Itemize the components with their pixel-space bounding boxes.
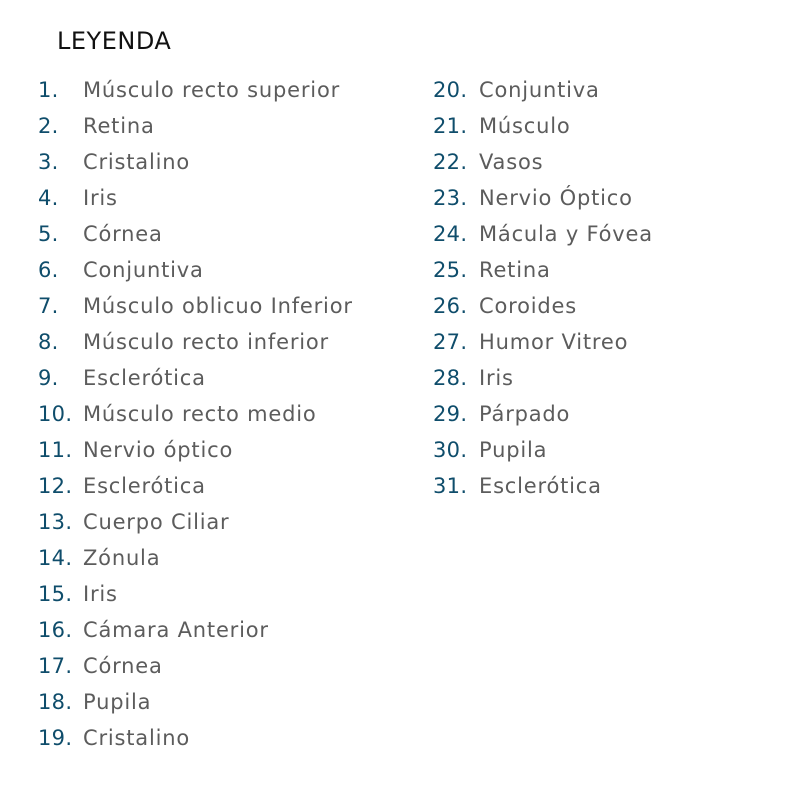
- legend-item-label: Conjuntiva: [83, 258, 204, 282]
- legend-item: 28. Iris: [433, 360, 773, 396]
- legend-item-label: Músculo recto superior: [83, 78, 341, 102]
- legend-item-number: 5.: [38, 222, 59, 246]
- legend-item-number: 22.: [433, 150, 468, 174]
- legend-item: 11. Nervio óptico: [38, 432, 408, 468]
- legend-item-number: 19.: [38, 726, 73, 750]
- legend-item-number: 7.: [38, 294, 59, 318]
- legend-item-label: Cristalino: [83, 150, 191, 174]
- legend-item: 15. Iris: [38, 576, 408, 612]
- legend-item-label: Iris: [83, 186, 118, 210]
- legend-item-label: Iris: [479, 366, 514, 390]
- legend-item-label: Pupila: [83, 690, 152, 714]
- legend-item-number: 8.: [38, 330, 59, 354]
- legend-item-number: 24.: [433, 222, 468, 246]
- legend-item-label: Músculo oblicuo Inferior: [83, 294, 353, 318]
- legend-item-label: Esclerótica: [83, 366, 206, 390]
- legend-item: 3. Cristalino: [38, 144, 408, 180]
- legend-item-label: Retina: [479, 258, 551, 282]
- legend-item-number: 23.: [433, 186, 468, 210]
- legend-item-number: 18.: [38, 690, 73, 714]
- legend-item: 20. Conjuntiva: [433, 72, 773, 108]
- legend-item-label: Esclerótica: [479, 474, 602, 498]
- legend-item-number: 31.: [433, 474, 468, 498]
- legend-item-number: 1.: [38, 78, 59, 102]
- legend-item: 24. Mácula y Fóvea: [433, 216, 773, 252]
- legend-item-label: Conjuntiva: [479, 78, 600, 102]
- legend-item: 16. Cámara Anterior: [38, 612, 408, 648]
- legend-item: 12. Esclerótica: [38, 468, 408, 504]
- legend-item-label: Cámara Anterior: [83, 618, 269, 642]
- legend-title: LEYENDA: [57, 27, 172, 55]
- legend-item-label: Nervio óptico: [83, 438, 234, 462]
- legend-item-label: Coroides: [479, 294, 577, 318]
- legend-item-number: 27.: [433, 330, 468, 354]
- legend-item: 27. Humor Vitreo: [433, 324, 773, 360]
- legend-item: 5. Córnea: [38, 216, 408, 252]
- legend-item: 13. Cuerpo Ciliar: [38, 504, 408, 540]
- legend-item: 23. Nervio Óptico: [433, 180, 773, 216]
- legend-item-number: 3.: [38, 150, 59, 174]
- legend-item: 25. Retina: [433, 252, 773, 288]
- legend-item-number: 9.: [38, 366, 59, 390]
- legend-item-label: Humor Vitreo: [479, 330, 629, 354]
- legend-item-number: 20.: [433, 78, 468, 102]
- legend-item-number: 13.: [38, 510, 73, 534]
- legend-item-number: 14.: [38, 546, 73, 570]
- legend-item: 22. Vasos: [433, 144, 773, 180]
- legend-item: 26. Coroides: [433, 288, 773, 324]
- legend-item-number: 10.: [38, 402, 73, 426]
- legend-item-number: 16.: [38, 618, 73, 642]
- legend-item: 9. Esclerótica: [38, 360, 408, 396]
- legend-item-label: Zónula: [83, 546, 161, 570]
- legend-item: 18. Pupila: [38, 684, 408, 720]
- legend-item-number: 6.: [38, 258, 59, 282]
- legend-item-number: 25.: [433, 258, 468, 282]
- legend-item: 14. Zónula: [38, 540, 408, 576]
- legend-item-label: Cristalino: [83, 726, 191, 750]
- legend-item: 2. Retina: [38, 108, 408, 144]
- legend-item-label: Pupila: [479, 438, 548, 462]
- legend-item: 10. Músculo recto medio: [38, 396, 408, 432]
- legend-item: 6. Conjuntiva: [38, 252, 408, 288]
- legend-item: 17. Córnea: [38, 648, 408, 684]
- legend-item-number: 28.: [433, 366, 468, 390]
- legend-item-label: Vasos: [479, 150, 544, 174]
- legend-item-number: 15.: [38, 582, 73, 606]
- legend-item: 21. Músculo: [433, 108, 773, 144]
- legend-item-label: Cuerpo Ciliar: [83, 510, 230, 534]
- legend-item-label: Córnea: [83, 654, 163, 678]
- legend-item: 7. Músculo oblicuo Inferior: [38, 288, 408, 324]
- legend-item-label: Músculo: [479, 114, 571, 138]
- legend-item-number: 11.: [38, 438, 73, 462]
- legend-item-number: 4.: [38, 186, 59, 210]
- legend-item: 19. Cristalino: [38, 720, 408, 756]
- legend-list-right: 20. Conjuntiva 21. Músculo 22. Vasos 23. Nervio…: [433, 72, 773, 504]
- legend-item-label: Iris: [83, 582, 118, 606]
- legend-item: 31. Esclerótica: [433, 468, 773, 504]
- legend-item-label: Retina: [83, 114, 155, 138]
- legend-item-number: 29.: [433, 402, 468, 426]
- legend-item-number: 30.: [433, 438, 468, 462]
- legend-item-label: Esclerótica: [83, 474, 206, 498]
- legend-item: 4. Iris: [38, 180, 408, 216]
- legend-item: 30. Pupila: [433, 432, 773, 468]
- legend-item: 8. Músculo recto inferior: [38, 324, 408, 360]
- legend-item-number: 26.: [433, 294, 468, 318]
- legend-item: 1. Músculo recto superior: [38, 72, 408, 108]
- legend-item-number: 21.: [433, 114, 468, 138]
- legend-item-number: 17.: [38, 654, 73, 678]
- legend-item: 29. Párpado: [433, 396, 773, 432]
- legend-item-label: Córnea: [83, 222, 163, 246]
- legend-item-label: Músculo recto medio: [83, 402, 317, 426]
- legend-item-label: Párpado: [479, 402, 571, 426]
- legend-item-label: Mácula y Fóvea: [479, 222, 653, 246]
- legend-item-label: Nervio Óptico: [479, 186, 633, 210]
- legend-item-label: Músculo recto inferior: [83, 330, 329, 354]
- legend-item-number: 2.: [38, 114, 59, 138]
- legend-list-left: 1. Músculo recto superior 2. Retina 3. Crista…: [38, 72, 408, 756]
- legend-item-number: 12.: [38, 474, 73, 498]
